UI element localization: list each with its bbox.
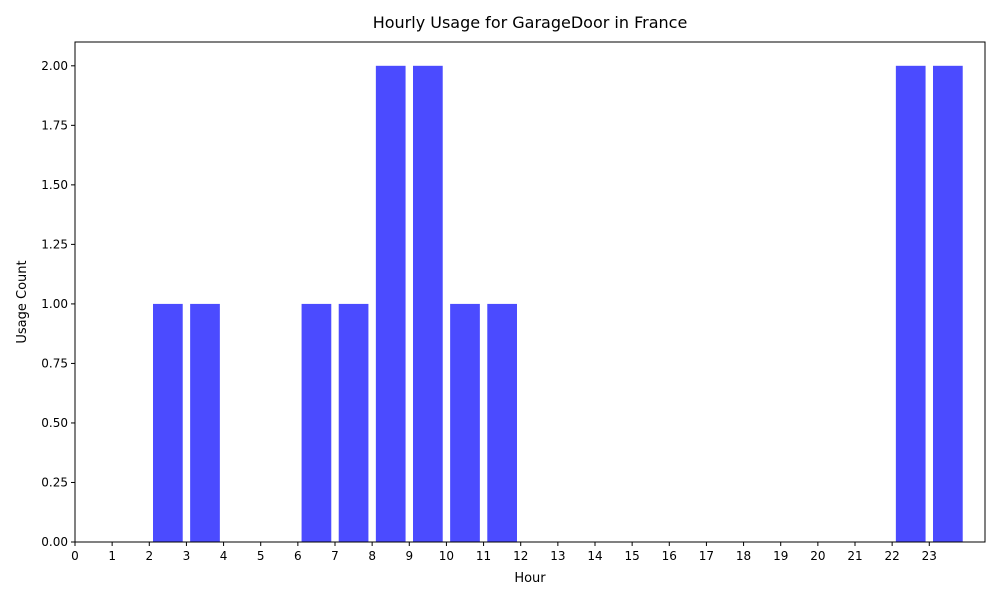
x-tick-label: 19 [773, 549, 788, 563]
x-tick-label: 7 [331, 549, 339, 563]
y-axis: 0.00 0.25 0.50 0.75 1.00 1.25 1.50 1.75 2.00 [41, 59, 75, 549]
x-tick-label: 4 [220, 549, 228, 563]
bar-hour-3 [190, 303, 220, 542]
x-tick-label: 21 [847, 549, 862, 563]
x-axis-label: Hour [514, 571, 546, 586]
bar-hour-22 [895, 65, 926, 543]
x-tick-label: 18 [736, 549, 751, 563]
x-tick-label: 9 [405, 549, 413, 563]
x-tick-label: 12 [513, 549, 528, 563]
x-tick-label: 13 [550, 549, 565, 563]
chart-title: Hourly Usage for GarageDoor in France [373, 13, 688, 32]
x-tick-label: 23 [922, 549, 937, 563]
x-tick-label: 6 [294, 549, 302, 563]
x-tick-label: 14 [587, 549, 602, 563]
bar-hour-7 [338, 303, 369, 542]
x-tick-label: 8 [368, 549, 376, 563]
x-tick-label: 3 [183, 549, 191, 563]
bars-group [153, 65, 963, 543]
x-tick-label: 20 [810, 549, 825, 563]
y-axis-label: Usage Count [15, 260, 30, 343]
x-tick-label: 5 [257, 549, 265, 563]
bar-hour-8 [375, 65, 406, 543]
y-tick-label: 0.00 [41, 535, 68, 549]
x-tick-label: 10 [439, 549, 454, 563]
y-tick-label: 2.00 [41, 59, 68, 73]
x-tick-label: 0 [71, 549, 79, 563]
y-tick-label: 1.50 [41, 178, 68, 192]
x-tick-label: 16 [662, 549, 677, 563]
y-tick-label: 0.75 [41, 356, 68, 370]
x-tick-label: 2 [145, 549, 153, 563]
y-tick-label: 0.25 [41, 475, 68, 489]
y-tick-label: 1.25 [41, 237, 68, 251]
x-tick-label: 15 [625, 549, 640, 563]
plot-frame [74, 41, 986, 543]
bar-hour-23 [933, 65, 963, 543]
y-tick-label: 0.50 [41, 416, 68, 430]
x-tick-label: 17 [699, 549, 714, 563]
y-tick-label: 1.75 [41, 118, 68, 132]
bar-hour-9 [413, 65, 443, 543]
bar-hour-2 [153, 303, 183, 542]
x-tick-label: 22 [885, 549, 900, 563]
x-tick-label: 11 [476, 549, 491, 563]
x-axis: 0 1 2 3 4 5 6 7 8 9 10 11 12 13 14 15 16 17 18 19 20 21 22 23 [71, 542, 937, 563]
bar-hour-11 [487, 303, 517, 542]
x-tick-label: 1 [108, 549, 116, 563]
y-tick-label: 1.00 [41, 297, 68, 311]
bar-hour-6 [301, 303, 332, 542]
bar-hour-10 [450, 303, 480, 542]
